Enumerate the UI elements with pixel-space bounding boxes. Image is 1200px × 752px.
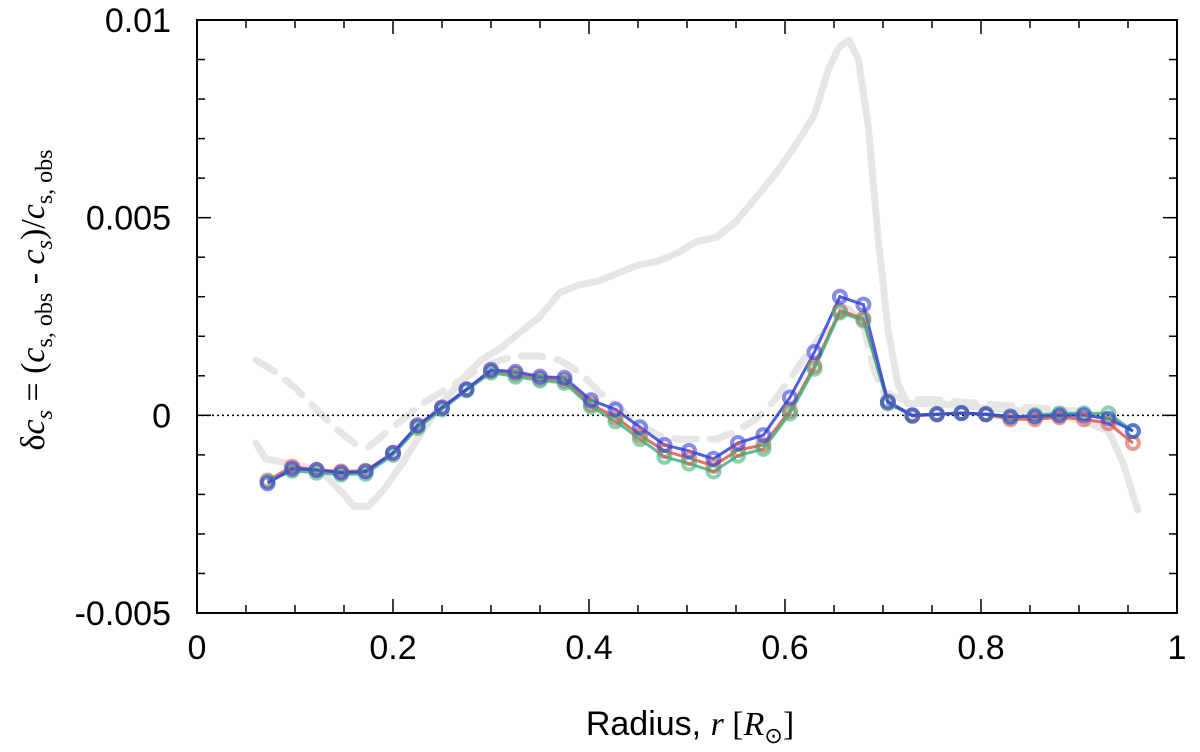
y-axis-label-eq: = ( [15, 363, 52, 411]
x-tick-label: 1 [1168, 629, 1187, 667]
series-3-point [556, 369, 573, 386]
y-axis-label-s1: s [32, 410, 58, 419]
axis-tick-labels: 0 0.2 0.4 0.6 0.8 1 -0.005 0 0.005 0.01 [75, 2, 1187, 667]
y-axis-label-tail-sub: s, obs [32, 149, 58, 204]
series-3-point [755, 427, 772, 444]
series-3-point [879, 393, 896, 410]
series-2-point [806, 360, 823, 377]
y-axis-label-minus: - [15, 264, 52, 292]
series-3-point [583, 392, 599, 409]
x-axis-label-unit-sub: ⊙ [764, 723, 782, 748]
series-3-point [705, 450, 722, 467]
y-axis-label: δcs = (cs, obs - cs)/cs, obs [15, 149, 58, 450]
x-tick-label: 0.6 [761, 629, 808, 667]
x-axis-label-close: ] [783, 706, 794, 743]
x-tick-label: 0 [188, 629, 207, 667]
series-3-point [1100, 410, 1117, 427]
series-3-point [385, 444, 401, 461]
series-3-point [259, 475, 276, 492]
series-3-point [458, 381, 475, 398]
x-axis-label-unit: R [743, 706, 765, 743]
y-axis-label-s3: s [32, 240, 58, 249]
series-3-point [681, 442, 697, 459]
x-tick-label: 0.4 [565, 629, 612, 667]
series-3-point [831, 288, 848, 305]
series-2-point [583, 398, 599, 415]
y-tick-label: -0.005 [75, 595, 171, 633]
series-3-point [333, 464, 350, 481]
series-3-point [507, 363, 524, 380]
y-axis-label-sub-obs: s, obs [32, 293, 58, 348]
plot-frame [196, 19, 1178, 614]
series-1-point [681, 450, 697, 466]
series-2-point [855, 312, 872, 329]
y-tick-label: 0.005 [86, 200, 171, 238]
reference-curves [252, 36, 1142, 514]
series-3-point [434, 399, 450, 416]
y-axis-label-c3: c [15, 249, 52, 264]
y-axis-label-c4: c [15, 204, 52, 219]
series-3-point [656, 437, 673, 453]
reference-curve-dashed [252, 305, 1132, 451]
series-3-point [308, 461, 325, 478]
y-axis-label-close: )/ [15, 219, 52, 240]
series-3-point [953, 405, 970, 421]
series-3-point [1026, 408, 1043, 425]
data-series-points [259, 288, 1141, 492]
series-3-point [632, 419, 648, 436]
y-tick-label: 0.01 [105, 2, 171, 40]
series-3-point [532, 368, 548, 385]
series-3-point [483, 361, 499, 378]
series-3-point [1075, 407, 1092, 424]
x-tick-label: 0.2 [369, 629, 416, 667]
series-3-point [855, 296, 872, 313]
series-2-point [781, 405, 798, 422]
axis-ticks [196, 19, 1178, 614]
y-tick-label: 0 [152, 397, 171, 435]
reference-curve-solid [252, 36, 1142, 514]
series-3-point [357, 463, 374, 480]
x-axis-label: Radius, r [R⊙] [586, 705, 794, 748]
x-tick-label: 0.8 [957, 629, 1004, 667]
series-3-point [284, 460, 301, 477]
series-3-point [1051, 407, 1068, 424]
series-1-point [656, 442, 673, 459]
series-3-point [1002, 408, 1019, 425]
series-3-point [1124, 423, 1141, 440]
x-axis-label-var: r [711, 706, 725, 743]
series-3-point [781, 389, 798, 406]
series-3-point [977, 406, 994, 423]
x-axis-label-open: [ [724, 706, 744, 743]
x-axis-label-text: Radius, [586, 705, 711, 743]
y-axis-label-delta: δ [15, 435, 52, 451]
series-3-point [904, 407, 921, 424]
series-3-point [409, 417, 426, 434]
series-2-point [831, 304, 848, 321]
series-3-point [928, 406, 945, 423]
series-1-point [705, 457, 722, 474]
series-1-point [730, 442, 746, 459]
y-axis-label-c1: c [15, 419, 52, 434]
series-3-point [607, 401, 624, 418]
series-3-point [806, 344, 823, 361]
series-3-point [730, 435, 746, 451]
y-axis-label-c2: c [15, 347, 52, 362]
